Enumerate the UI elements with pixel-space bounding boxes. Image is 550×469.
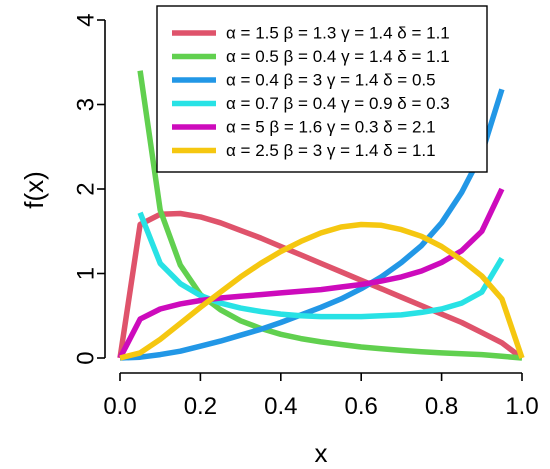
y-tick-label: 0 — [73, 351, 100, 364]
y-tick-label: 2 — [73, 182, 100, 195]
legend-label-2: α = 0.5 β = 0.4 γ = 1.4 δ = 1.1 — [226, 47, 450, 66]
series-line-3 — [119, 88, 505, 361]
legend-label-1: α = 1.5 β = 1.3 γ = 1.4 δ = 1.1 — [226, 24, 450, 43]
series-layer — [117, 70, 525, 361]
series-line-6 — [119, 221, 525, 361]
legend-label-3: α = 0.4 β = 3 γ = 1.4 δ = 0.5 — [226, 71, 436, 90]
y-axis-title: f(x) — [19, 171, 49, 209]
x-tick-label: 0.8 — [425, 393, 458, 420]
x-tick-label: 0.6 — [345, 393, 378, 420]
y-tick-label: 4 — [73, 13, 100, 26]
x-axis-title: x — [315, 438, 328, 468]
legend: α = 1.5 β = 1.3 γ = 1.4 δ = 1.1 α = 0.5 β… — [156, 5, 488, 173]
series-line-4 — [137, 211, 505, 320]
legend-label-4: α = 0.7 β = 0.4 γ = 0.9 δ = 0.3 — [226, 94, 450, 113]
legend-label-5: α = 5 β = 1.6 γ = 0.3 δ = 2.1 — [226, 118, 436, 137]
y-tick-label: 3 — [73, 98, 100, 111]
x-tick-label: 0.0 — [103, 393, 136, 420]
series-line-1 — [117, 210, 524, 361]
x-tick-label: 1.0 — [505, 393, 538, 420]
x-tick-label: 0.2 — [184, 393, 217, 420]
x-tick-label: 0.4 — [264, 393, 297, 420]
axes: 0.0 0.2 0.4 0.6 0.8 1.0 0 1 2 3 4 — [73, 13, 539, 420]
legend-label-6: α = 2.5 β = 3 γ = 1.4 δ = 1.1 — [226, 141, 436, 160]
y-tick-label: 1 — [73, 267, 100, 280]
series-line-5 — [117, 187, 505, 360]
